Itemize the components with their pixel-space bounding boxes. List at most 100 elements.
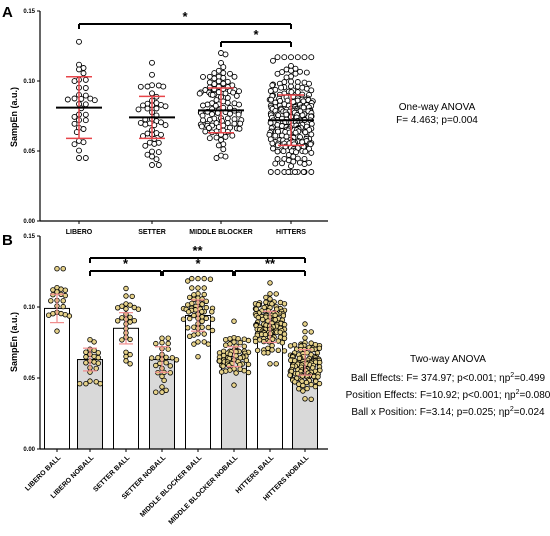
panel-b-point [191,292,197,298]
panel-a-point [149,153,155,160]
panel-a-point [302,129,309,136]
panel-b-significance: *** * ** [89,243,306,276]
panel-a-point [162,103,169,110]
panel-b-point [281,321,288,328]
panel-a-category-label: LIBERO [66,229,93,236]
panel-a-stats-value: F= 4.463; p=0.004 [396,115,478,126]
panel-b-point [231,318,237,324]
panel-a-point [213,134,220,141]
panel-a-category-labels: LIBERO SETTER MIDDLE BLOCKER HITTERS [66,229,307,236]
panel-b-point [201,285,207,291]
panel-b-point [83,360,89,366]
panel-a-point [300,104,307,111]
panel-b-point [300,382,306,389]
panel-b-point [159,389,165,395]
panel-a-point [71,95,78,102]
panel-b-point [205,341,211,347]
panel-a-point [82,85,89,91]
panel-a-point [220,74,227,81]
panel-b-point [123,293,129,299]
panel-a-point [220,70,227,76]
panel-b-point [165,335,171,341]
panel-b-point [54,266,60,272]
panel-b-point [189,275,195,282]
panel-b-point [114,305,121,311]
panel-b-point [114,318,121,324]
panel-a-point [71,113,78,120]
panel-a-point [279,160,285,167]
panel-a-point [137,83,144,90]
panel-a-point [76,66,82,73]
panel-b-point [127,336,133,343]
panel-a-point [153,156,160,163]
panel-b-point [222,342,229,348]
panel-a-point [293,149,299,156]
panel-a-point [301,155,308,162]
panel-a-point [80,126,87,132]
panel-b-point [231,382,237,388]
panel-b-point [76,381,83,387]
panel-b-point [269,347,275,353]
panel-a-point [149,90,155,97]
panel-a-point [196,90,203,97]
panel-a-point [211,75,218,82]
panel-b-point [87,337,93,343]
panel-b-point [91,339,97,345]
panel-b-point [316,380,323,387]
panel-a-point [283,111,290,118]
panel-a-point [301,161,308,168]
panel-b-point [195,339,201,345]
panel-b-point [153,362,159,369]
panel-a-point [274,169,281,175]
panel-a-point [153,105,160,112]
panel-a-point [230,89,237,96]
panel-b-point [203,298,209,304]
panel-a-point [71,141,78,148]
panel-b-point [287,372,293,378]
panel-a-point [200,102,206,109]
panel-a-point [288,163,294,170]
panel-b-point [167,363,173,369]
panel-b-point [254,347,261,354]
panel-b-point [243,357,250,364]
panel-b-bar [113,327,139,450]
panel-b-point [135,306,142,312]
panel-a-point [91,97,98,104]
panel-a-point [288,67,294,74]
panel-b-points [46,266,323,402]
panel-a-point [215,67,222,74]
panel-a-point [236,88,242,95]
panel-a-point [209,111,215,118]
panel-b-point [241,343,247,349]
panel-a-point [236,125,243,132]
panel-b-point [245,337,252,344]
panel-b-point [281,348,288,354]
panel-a-point [224,94,231,101]
panel-b-y-tick-label: 0.15 [23,234,35,240]
panel-b-point [123,353,129,360]
panel-b-y-tick-label: 0.05 [23,376,35,382]
panel-a-point [300,98,307,105]
panel-a-point [149,162,155,168]
panel-a-point [220,146,227,153]
panel-a-point [198,123,205,130]
panel-a-point [236,101,242,108]
panel-b-point [184,302,191,308]
panel-b-point [255,302,262,308]
panel-b-point [267,280,273,286]
panel-b-point [195,285,201,291]
panel-a-point [267,169,274,175]
panel-b-point [46,312,52,318]
panel-b-point [119,337,125,343]
panel-a-point [294,54,301,61]
panel-b-point [159,340,165,346]
panel-b-point [302,328,308,335]
panel-b-point [308,329,314,335]
panel-b-point [255,314,261,321]
panel-a-point [140,102,146,109]
panel-a-point [288,78,294,85]
panel-b-point [186,333,193,339]
panel-b-point [209,327,216,334]
panel-b-point [186,315,193,322]
panel-a-point [76,38,82,45]
